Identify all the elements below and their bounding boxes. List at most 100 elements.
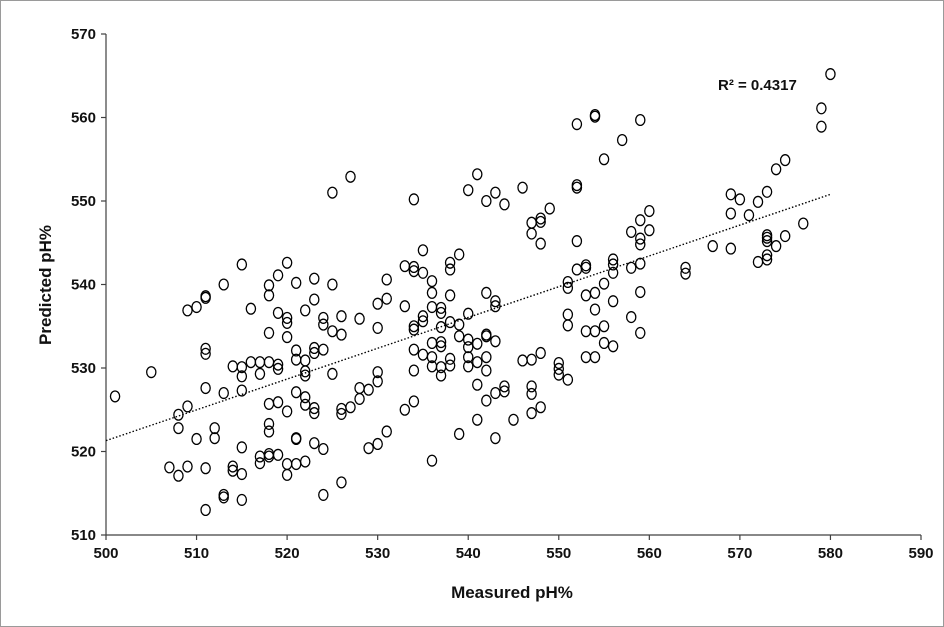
data-point (490, 335, 501, 348)
data-point (770, 163, 782, 176)
data-point (426, 286, 438, 299)
data-point (453, 248, 465, 261)
data-point (408, 193, 420, 206)
data-point (526, 407, 537, 420)
data-point (281, 331, 293, 344)
data-point (236, 370, 248, 383)
data-point (635, 113, 646, 127)
x-tick-label: 550 (546, 545, 571, 562)
data-point (734, 193, 746, 206)
data-point (472, 168, 483, 181)
x-tick-label: 540 (456, 545, 481, 562)
data-point (553, 368, 565, 381)
data-point (562, 275, 574, 289)
data-point (453, 330, 465, 343)
trendline (105, 193, 831, 442)
data-point (444, 316, 456, 329)
data-point (218, 488, 229, 501)
data-point (481, 364, 492, 377)
data-point (462, 341, 474, 354)
data-point (408, 320, 420, 333)
data-point (508, 413, 519, 426)
data-point (490, 386, 501, 400)
data-point (444, 352, 456, 365)
data-point (408, 260, 420, 274)
x-tick-label: 510 (184, 545, 209, 562)
data-point (372, 366, 383, 379)
data-point (535, 215, 546, 228)
data-point (299, 455, 311, 468)
data-point (345, 401, 356, 414)
data-point (453, 318, 465, 331)
data-point (200, 381, 211, 395)
data-point (327, 367, 338, 380)
data-point (227, 460, 239, 473)
data-point (236, 441, 248, 454)
data-point (517, 181, 528, 194)
data-point (263, 279, 275, 292)
data-point (336, 407, 347, 420)
data-point (372, 375, 383, 388)
data-point (816, 102, 827, 115)
data-point (363, 442, 374, 455)
data-point (598, 336, 610, 350)
data-point (472, 337, 483, 350)
data-point (173, 422, 184, 435)
data-point (299, 398, 311, 411)
data-point (625, 261, 637, 274)
data-point (752, 195, 764, 208)
data-point (725, 242, 737, 255)
y-tick-label: 510 (71, 527, 96, 544)
data-point (562, 319, 574, 332)
data-point (164, 461, 175, 474)
data-point (444, 263, 456, 276)
data-point (200, 347, 211, 360)
data-point (472, 413, 483, 426)
data-point (426, 300, 438, 314)
y-tick-label: 530 (71, 360, 96, 377)
data-point (779, 154, 791, 167)
data-point (490, 432, 501, 445)
data-point (526, 387, 537, 400)
r-squared-label: R² = 0.4317 (718, 77, 797, 94)
data-point (263, 356, 275, 369)
data-point (299, 391, 311, 404)
data-point (644, 204, 655, 218)
data-point (290, 276, 302, 289)
data-point (499, 385, 510, 398)
data-point (272, 358, 284, 371)
data-point (571, 118, 583, 131)
data-point (281, 316, 293, 329)
data-point (146, 366, 157, 379)
data-point (354, 381, 365, 395)
data-point (598, 153, 610, 166)
data-point (490, 300, 501, 313)
data-point (580, 259, 592, 272)
y-tick-label: 570 (71, 26, 96, 43)
data-point (236, 493, 248, 506)
data-point (635, 238, 646, 251)
y-tick-label: 540 (71, 277, 96, 294)
data-point (345, 170, 356, 183)
data-point (218, 386, 229, 400)
data-point (761, 253, 773, 266)
data-point (299, 369, 311, 382)
data-point (526, 380, 537, 393)
data-point (607, 295, 619, 308)
data-point (607, 258, 619, 271)
data-point (589, 110, 601, 123)
data-point (680, 267, 691, 280)
data-point (200, 503, 211, 517)
data-point (417, 244, 429, 257)
data-point (752, 255, 764, 269)
data-point (490, 295, 501, 308)
data-point (462, 360, 474, 373)
data-point (481, 351, 492, 364)
data-point (272, 396, 284, 409)
data-point (399, 260, 411, 273)
data-point (435, 336, 447, 349)
data-point (417, 315, 429, 328)
data-point (589, 286, 601, 299)
data-point (354, 312, 365, 325)
x-axis-title: Measured pH% (451, 583, 573, 602)
